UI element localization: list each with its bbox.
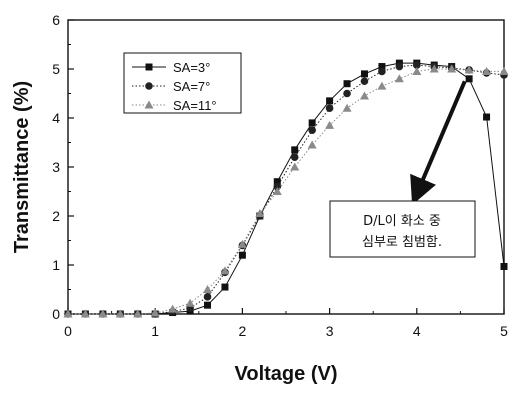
data-point [377, 81, 387, 90]
data-point [291, 146, 299, 154]
annotation-line-2: 심부로 침범함. [362, 235, 442, 250]
data-point [115, 309, 125, 318]
data-point [273, 178, 281, 186]
data-point [500, 262, 508, 270]
data-point [360, 70, 368, 78]
data-point [203, 293, 212, 301]
legend-label: SA=11° [173, 98, 217, 113]
legend-marker [144, 100, 154, 109]
series-line [68, 68, 504, 315]
data-point [343, 89, 351, 98]
y-tick-label: 5 [52, 61, 60, 77]
y-axis-title: Transmittance (%) [11, 81, 33, 253]
data-point [237, 239, 247, 248]
y-tick-label: 4 [52, 110, 60, 126]
data-point [447, 64, 457, 73]
data-point [378, 67, 386, 76]
data-point [168, 304, 178, 313]
legend-marker [145, 63, 153, 71]
x-tick-label: 5 [500, 323, 508, 339]
x-tick-label: 2 [239, 323, 247, 339]
data-point [290, 153, 299, 161]
x-axis-title: Voltage (V) [235, 363, 338, 385]
x-tick-label: 3 [326, 323, 334, 339]
data-point [272, 187, 282, 195]
annotation-box [329, 200, 476, 258]
series-line [68, 64, 505, 315]
annotation-arrow [410, 80, 467, 205]
annotation: D/L이 화소 중 심부로 침범함. [329, 80, 476, 258]
data-point [429, 64, 439, 73]
data-point [238, 251, 246, 259]
data-point [343, 80, 351, 88]
annotation-line-1: D/L이 화소 중 [363, 214, 441, 229]
x-tick-label: 1 [151, 323, 159, 339]
data-point [185, 298, 195, 307]
data-point [499, 66, 509, 75]
data-point [308, 126, 316, 135]
data-point [413, 61, 421, 69]
data-point [307, 140, 317, 149]
x-tick-label: 0 [64, 323, 72, 339]
legend-label: SA=3° [173, 60, 210, 75]
y-axis-ticks: 0 1 2 3 4 5 6 [52, 12, 74, 322]
legend: SA=3° SA=7° SA=11° [123, 52, 242, 114]
y-tick-label: 3 [52, 159, 60, 175]
data-point [394, 74, 404, 83]
data-point [308, 119, 316, 127]
series-3 [63, 64, 509, 318]
data-point [290, 162, 300, 171]
data-point [359, 91, 369, 100]
legend-marker [145, 82, 153, 90]
legend-box [123, 52, 242, 114]
data-point [378, 63, 386, 71]
x-axis-ticks: 0 1 2 3 4 5 [64, 308, 508, 339]
y-tick-label: 1 [52, 257, 60, 273]
data-point [203, 285, 213, 293]
data-point [465, 75, 473, 83]
y-tick-label: 0 [52, 306, 60, 322]
data-point [255, 209, 265, 218]
data-point [482, 66, 492, 75]
y-tick-label: 2 [52, 208, 60, 224]
series-layer [63, 59, 509, 318]
data-point [342, 103, 352, 112]
data-point [80, 309, 90, 318]
data-point [326, 97, 334, 105]
data-point [395, 62, 404, 71]
legend-label: SA=7° [173, 79, 210, 94]
data-point [98, 309, 108, 318]
data-point [220, 266, 230, 275]
data-point [63, 309, 73, 318]
y-tick-label: 6 [52, 12, 60, 28]
data-point [150, 308, 160, 317]
data-point [325, 104, 334, 112]
data-point [412, 66, 422, 75]
data-point [221, 283, 229, 291]
data-point [360, 77, 369, 86]
data-point [464, 65, 474, 74]
data-point [325, 120, 335, 129]
data-point [133, 309, 143, 318]
x-tick-label: 4 [413, 323, 421, 339]
data-point [204, 301, 212, 309]
data-point [483, 113, 491, 121]
